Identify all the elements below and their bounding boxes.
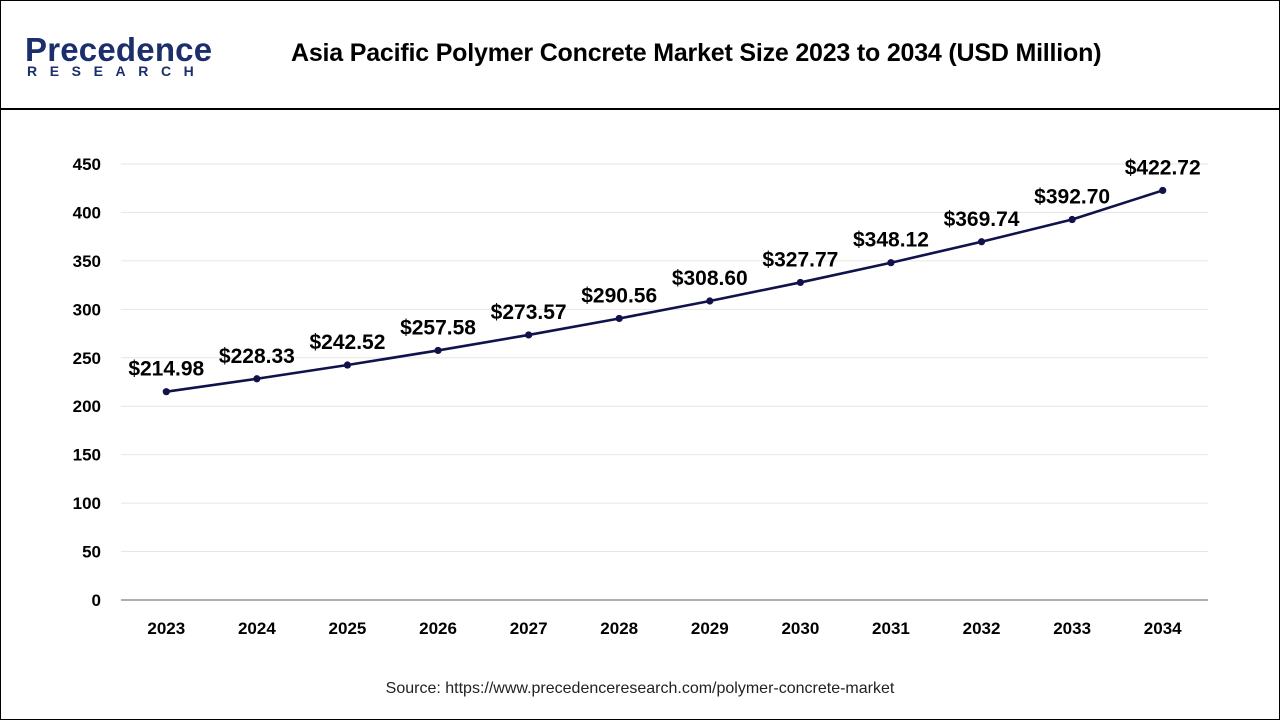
x-axis: 2023 2024 2025 2026 2027 2028 2029 2030 2031 2032… [121,599,1208,638]
data-point [525,331,533,339]
logo-subtitle: RESEARCH [27,63,207,79]
x-tick-label: 2034 [1144,619,1182,638]
x-tick-label: 2031 [872,619,910,638]
series-line-path [166,189,1164,393]
chart-title: Asia Pacific Polymer Concrete Market Siz… [291,39,1102,67]
data-label: $422.72 [1125,156,1201,179]
data-label: $392.70 [1034,186,1110,209]
x-tick-label: 2032 [963,619,1001,638]
y-tick-label: 350 [73,252,101,271]
logo: Precedence RESEARCH [23,27,213,85]
data-point [162,388,170,396]
x-tick-label: 2028 [600,619,638,638]
data-point [706,297,714,305]
data-labels: $214.98 $228.33 $242.52 $257.58 $273.57 $290.… [128,156,1200,380]
header: Precedence RESEARCH Asia Pacific Polymer… [1,1,1279,110]
y-axis: 0 50 100 150 200 250 300 350 400 450 [73,155,101,610]
source-prefix: Source: [385,680,446,697]
data-label: $242.52 [309,331,385,354]
data-point [434,346,442,355]
source-note: Source: https://www.precedenceresearch.c… [0,680,1280,698]
y-tick-label: 100 [73,494,101,513]
data-point [343,361,352,369]
data-label: $273.57 [491,301,567,324]
x-tick-label: 2025 [329,619,367,638]
data-label: $308.60 [672,267,748,290]
data-label: $369.74 [944,208,1020,231]
x-tick-label: 2030 [781,619,819,638]
data-label: $214.98 [128,358,204,381]
data-point [887,259,895,267]
x-tick-label: 2027 [510,619,548,638]
data-label: $228.33 [219,345,295,368]
series-line [162,186,1167,396]
x-tick-label: 2033 [1053,619,1091,638]
y-tick-label: 450 [73,155,101,174]
data-point [977,238,986,246]
gridlines [121,163,1208,553]
data-label: $348.12 [853,229,929,252]
data-label: $327.77 [762,248,838,271]
x-tick-label: 2024 [238,619,276,638]
data-point [615,314,623,323]
y-tick-label: 0 [92,591,101,610]
y-tick-label: 150 [73,446,101,465]
data-point [1159,186,1167,195]
data-point [253,375,261,383]
source-url[interactable]: https://www.precedenceresearch.com/polym… [445,680,895,697]
y-tick-label: 250 [73,349,101,368]
data-point [796,278,804,287]
data-point [1068,215,1076,224]
y-tick-label: 50 [82,543,101,562]
data-label: $257.58 [400,316,476,339]
y-tick-label: 300 [73,300,101,319]
y-tick-label: 400 [73,203,101,222]
x-tick-label: 2026 [419,619,457,638]
y-tick-label: 200 [73,397,101,416]
data-label: $290.56 [581,284,657,307]
x-tick-label: 2029 [691,619,729,638]
logo-word: Precedence [25,31,213,68]
x-tick-label: 2023 [147,619,185,638]
